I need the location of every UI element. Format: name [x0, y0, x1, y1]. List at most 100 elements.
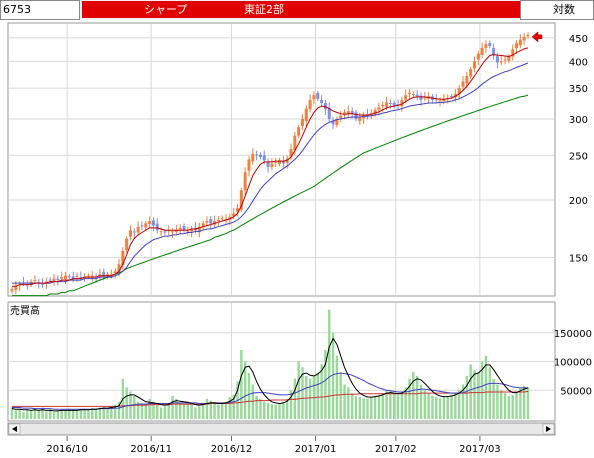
price-tick-label: 150 [569, 254, 588, 265]
volume-bar [10, 407, 14, 419]
volume-bar [167, 404, 170, 419]
volume-bar [163, 406, 167, 419]
candle-up [457, 88, 461, 94]
volume-bar [324, 350, 327, 419]
volume-tick-label: 50000 [560, 386, 592, 397]
candle-up [511, 49, 515, 57]
date-tick-label: 2017/02 [375, 444, 417, 455]
candle-up [239, 190, 243, 210]
volume-bar [255, 396, 258, 419]
candle-down [323, 102, 327, 110]
volume-panel-title: 売買高 [10, 304, 40, 317]
price-axis: 150 200 250 300 350 400 450 [569, 34, 588, 265]
candle-down [209, 219, 213, 224]
volume-bar [22, 412, 25, 419]
volume-bar [282, 401, 285, 419]
volume-bar [347, 387, 350, 419]
volume-bar [201, 402, 205, 419]
volume-bar [243, 361, 247, 419]
volume-bar [266, 402, 270, 419]
stock-code-field[interactable]: 6753 [0, 0, 80, 20]
volume-bar [83, 408, 86, 419]
volume-bar [178, 402, 182, 419]
volume-bar [366, 398, 369, 419]
candle-up [247, 159, 251, 171]
candle-up [293, 135, 297, 151]
candle-up [518, 39, 522, 46]
volume-bar [415, 375, 419, 419]
volume-bar [198, 406, 201, 419]
candle-up [205, 221, 209, 223]
volume-axis: 50000 100000 150000 [554, 329, 592, 398]
volume-bar [289, 390, 293, 419]
volume-bar [297, 361, 300, 419]
candle-down [182, 225, 186, 231]
volume-bar [354, 396, 358, 419]
market-name: 東証2部 [244, 3, 284, 16]
candle-down [132, 231, 136, 233]
candle-down [255, 154, 259, 156]
candle-up [197, 226, 201, 233]
price-tick-label: 300 [569, 115, 588, 126]
volume-bar [94, 408, 98, 419]
candle-up [113, 271, 117, 273]
candle-up [404, 95, 408, 100]
volume-bar [381, 393, 384, 419]
volume-bar [293, 378, 297, 419]
volume-bar [33, 408, 37, 419]
candle-up [377, 107, 381, 110]
volume-bar [308, 378, 312, 419]
candle-up [304, 108, 308, 121]
volume-bar [350, 393, 354, 419]
candle-up [526, 34, 530, 37]
horizontal-scrollbar[interactable] [7, 422, 556, 436]
volume-bar [182, 404, 186, 419]
candle-up [83, 277, 87, 279]
candle-down [392, 102, 396, 107]
candle-down [495, 56, 499, 63]
price-tick-label: 350 [569, 84, 588, 95]
candle-up [159, 231, 163, 233]
volume-bar [328, 309, 331, 419]
candle-down [354, 112, 358, 119]
candle-up [75, 275, 79, 277]
volume-bar [263, 401, 266, 419]
candle-up [243, 172, 247, 191]
volume-bar [331, 332, 335, 419]
volume-bar [221, 402, 224, 419]
volume-bar [431, 396, 434, 419]
volume-bar [316, 373, 319, 419]
volume-bar [102, 406, 105, 419]
candle-up [14, 286, 18, 290]
candle-up [346, 111, 350, 114]
volume-bar [224, 401, 228, 419]
date-tick-label: 2016/11 [130, 444, 172, 455]
candle-up [278, 160, 282, 164]
candle-up [308, 99, 312, 110]
candle-up [442, 99, 446, 102]
volume-bar [442, 397, 446, 419]
candle-up [125, 238, 129, 251]
volume-bar [152, 401, 155, 419]
volume-bar [473, 370, 476, 419]
volume-bar [159, 407, 163, 419]
candle-down [316, 93, 320, 99]
candle-up [144, 223, 148, 228]
volume-bar [454, 393, 457, 419]
volume-bar [480, 361, 484, 419]
volume-bar [37, 410, 40, 419]
candle-up [64, 275, 68, 280]
volume-bar [362, 398, 365, 419]
volume-bar [427, 393, 430, 419]
candle-up [461, 81, 465, 87]
volume-bar [194, 407, 197, 419]
date-tick-label: 2017/03 [459, 444, 501, 455]
scale-toggle-button[interactable]: 対数 [520, 0, 594, 20]
volume-bar [49, 409, 52, 419]
candle-up [300, 118, 304, 126]
volume-bar [419, 384, 423, 419]
volume-bar [156, 402, 159, 419]
candle-down [488, 42, 492, 47]
